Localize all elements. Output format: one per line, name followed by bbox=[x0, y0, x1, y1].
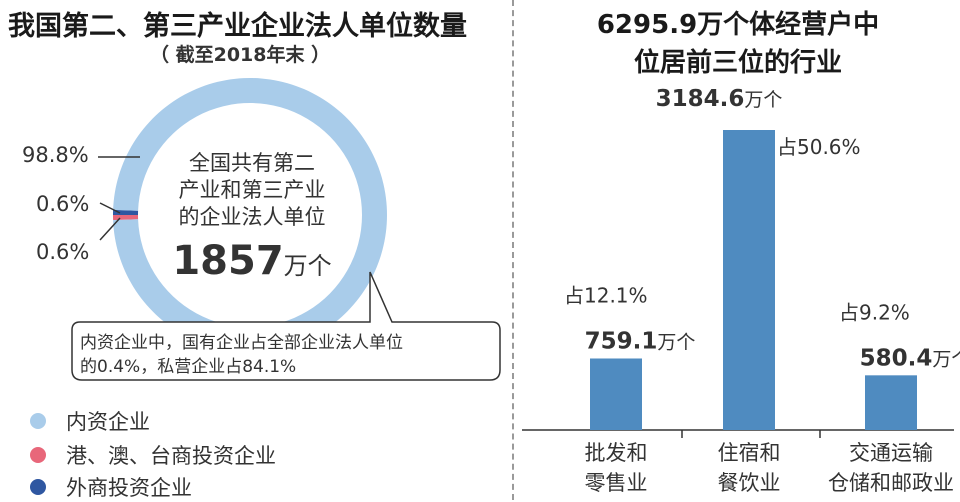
legend-dot-icon bbox=[30, 413, 46, 429]
legend-dot-icon bbox=[30, 447, 46, 463]
donut-center-total-value: 1857 bbox=[172, 238, 284, 284]
donut-center-text-line: 产业和第三产业 bbox=[178, 178, 326, 202]
donut-slice-foreign bbox=[113, 209, 139, 215]
pct-label-domestic: 98.8% bbox=[22, 143, 89, 167]
leader-line-hk-macao-taiwan bbox=[99, 202, 121, 214]
legend-label: 外商投资企业 bbox=[66, 476, 192, 500]
donut-center-total: 1857万个 bbox=[152, 238, 352, 284]
bar-value-label: 3184.6万个 bbox=[656, 86, 783, 112]
donut-center-text-line: 的企业法人单位 bbox=[178, 205, 326, 229]
bar-value-label: 580.4万个 bbox=[860, 345, 960, 371]
x-tick-label: 交通运输 bbox=[849, 441, 933, 465]
legend-label: 内资企业 bbox=[66, 410, 150, 434]
donut-chart-svg bbox=[71, 78, 501, 381]
bar-chart-panel: 6295.9万个体经营户中 位居前三位的行业 759.1万个 占12.1% 批发和零… bbox=[516, 0, 960, 500]
donut-center-text-line: 全国共有第二 bbox=[189, 151, 315, 175]
bar-value-label: 759.1万个 bbox=[585, 328, 696, 354]
x-tick-label: 餐饮业 bbox=[718, 471, 781, 495]
legend-label: 港、澳、台商投资企业 bbox=[66, 444, 276, 468]
bar-chart-subtitle: 位居前三位的行业 bbox=[633, 48, 842, 78]
bar bbox=[723, 130, 775, 430]
pct-label-hk-macao-taiwan: 0.6% bbox=[36, 192, 90, 216]
bar-share-label: 占50.6% bbox=[777, 135, 861, 159]
note-text-line: 内资企业中，国有企业占全部企业法人单位 bbox=[80, 333, 403, 353]
panel-divider bbox=[512, 0, 514, 500]
note-callout-box bbox=[71, 271, 501, 381]
x-tick-label: 住宿和 bbox=[718, 441, 781, 465]
bar-chart-title: 6295.9万个体经营户中 bbox=[596, 10, 880, 40]
bar-share-label: 占12.1% bbox=[564, 283, 648, 307]
note-text-line: 的0.4%，私营企业占84.1% bbox=[80, 357, 297, 377]
donut-center-total-unit: 万个 bbox=[283, 252, 332, 280]
x-tick-label: 批发和 bbox=[585, 441, 648, 465]
leader-line-foreign bbox=[99, 217, 121, 241]
bar bbox=[590, 358, 642, 430]
pct-label-foreign: 0.6% bbox=[36, 240, 90, 264]
x-tick-label: 仓储和邮政业 bbox=[828, 471, 954, 495]
donut-chart-title: 我国第二、第三产业企业法人单位数量 bbox=[8, 11, 467, 42]
bar bbox=[865, 375, 917, 430]
x-tick-label: 零售业 bbox=[585, 471, 648, 495]
donut-chart-panel: 我国第二、第三产业企业法人单位数量 （ 截至2018年末 ） 98.8% 0.6… bbox=[8, 11, 501, 500]
legend-dot-icon bbox=[30, 479, 46, 495]
bar-share-label: 占9.2% bbox=[839, 300, 910, 324]
donut-chart-subtitle: （ 截至2018年末 ） bbox=[150, 44, 331, 66]
